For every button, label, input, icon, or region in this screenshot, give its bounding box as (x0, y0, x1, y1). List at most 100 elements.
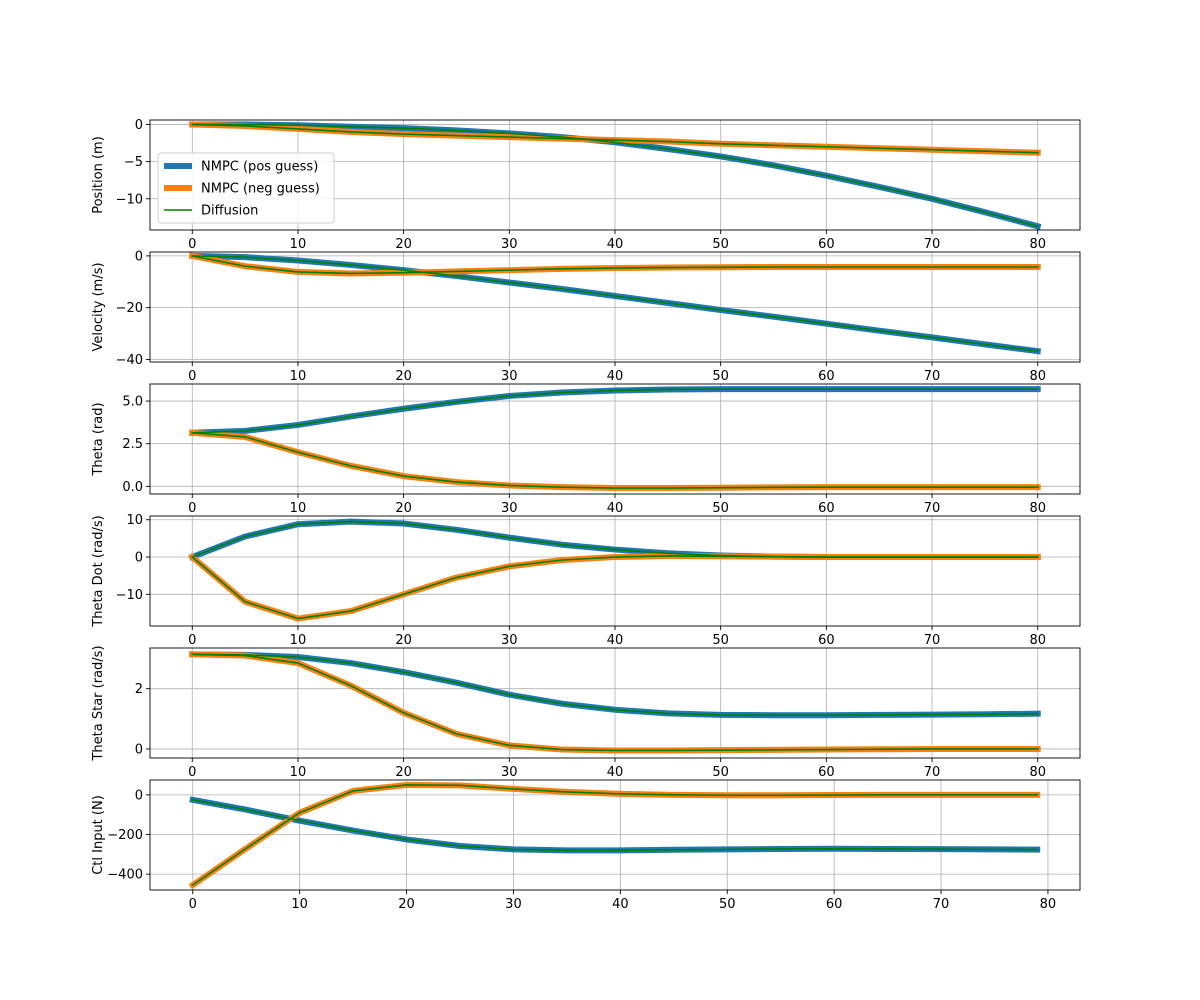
x-tick-label: 50 (712, 633, 729, 648)
x-tick-label: 50 (712, 237, 729, 252)
legend-label: Diffusion (201, 204, 258, 219)
x-tick-label: 80 (1040, 897, 1057, 912)
x-tick-label: 60 (818, 501, 835, 516)
x-tick-label: 30 (501, 501, 518, 516)
x-tick-label: 20 (395, 237, 412, 252)
x-tick-label: 70 (924, 633, 941, 648)
x-tick-label: 40 (607, 369, 624, 384)
y-tick-label: 0.0 (122, 480, 143, 495)
y-tick-label: 5.0 (122, 395, 143, 410)
x-tick-label: 10 (290, 237, 307, 252)
y-axis-label: Theta (rad) (91, 402, 106, 476)
y-tick-label: 0 (135, 118, 143, 133)
x-tick-label: 80 (1029, 633, 1046, 648)
x-tick-label: 0 (188, 633, 196, 648)
series-line-diffusion (191, 123, 1039, 228)
series-line-diffusion (191, 254, 1039, 275)
subplot-4: 0 10 20 30 40 50 60 70 80 10 0 −10 Theta Dot (rad/s) (91, 513, 1081, 648)
y-tick-label: 0 (135, 249, 143, 264)
x-tick-label: 80 (1029, 765, 1046, 780)
x-tick-label: 0 (189, 897, 197, 912)
y-axis-label: Theta Dot (rad/s) (91, 515, 106, 627)
x-tick-label: 70 (924, 369, 941, 384)
x-tick-label: 40 (607, 501, 624, 516)
x-tick-label: 0 (188, 237, 196, 252)
subplot-2: 0 10 20 30 40 50 60 70 80 0 −20 −40 Velocity (m/s) (91, 249, 1081, 384)
series-line-diffusion (191, 653, 1039, 717)
series-line-diffusion (191, 123, 1039, 154)
x-tick-label: 70 (924, 237, 941, 252)
x-tick-label: 50 (712, 369, 729, 384)
x-tick-label: 20 (395, 501, 412, 516)
series-line-nmpc-neg-guess (188, 781, 1041, 890)
series-line-diffusion (191, 798, 1039, 852)
y-tick-label: −40 (116, 353, 143, 368)
x-tick-label: 30 (501, 633, 518, 648)
y-tick-label: 0 (135, 742, 143, 757)
y-axis-label: Theta Star (rad/s) (91, 645, 106, 761)
x-tick-label: 60 (818, 237, 835, 252)
x-tick-label: 20 (395, 633, 412, 648)
legend-box (157, 152, 335, 224)
subplot-3: 0 10 20 30 40 50 60 70 80 0.0 2.5 5.0 Theta (rad) (91, 383, 1081, 516)
x-tick-label: 60 (818, 633, 835, 648)
y-tick-label: −400 (107, 868, 143, 883)
x-tick-label: 10 (290, 501, 307, 516)
x-tick-label: 70 (933, 897, 950, 912)
x-tick-label: 70 (924, 765, 941, 780)
x-tick-label: 60 (818, 765, 835, 780)
y-axis-label: Position (m) (91, 136, 106, 214)
y-axis-label: Velocity (m/s) (91, 262, 106, 351)
series-line-diffusion (191, 431, 1039, 489)
x-tick-label: 30 (505, 897, 522, 912)
x-tick-label: 0 (188, 765, 196, 780)
y-tick-label: 0 (135, 788, 143, 803)
x-tick-label: 70 (924, 501, 941, 516)
x-tick-label: 10 (291, 897, 308, 912)
y-tick-label: 0 (135, 551, 143, 566)
x-tick-label: 40 (607, 765, 624, 780)
x-tick-label: 50 (712, 765, 729, 780)
y-tick-label: −10 (116, 588, 143, 603)
x-tick-label: 20 (395, 369, 412, 384)
legend-label: NMPC (neg guess) (201, 182, 320, 197)
x-tick-label: 60 (818, 369, 835, 384)
x-tick-label: 50 (712, 501, 729, 516)
y-tick-label: 2 (135, 682, 143, 697)
x-tick-label: 20 (398, 897, 415, 912)
legend-label: NMPC (pos guess) (201, 160, 318, 175)
x-tick-label: 60 (826, 897, 843, 912)
x-tick-label: 10 (290, 765, 307, 780)
x-tick-label: 10 (290, 633, 307, 648)
x-tick-label: 50 (719, 897, 736, 912)
x-tick-label: 30 (501, 369, 518, 384)
y-tick-label: −200 (107, 828, 143, 843)
series-line-diffusion (191, 784, 1039, 887)
x-tick-label: 0 (188, 369, 196, 384)
y-tick-label: −20 (116, 301, 143, 316)
y-tick-label: 10 (126, 513, 143, 528)
y-tick-label: −10 (116, 192, 143, 207)
x-tick-label: 30 (501, 765, 518, 780)
y-tick-label: 2.5 (122, 437, 143, 452)
x-tick-label: 30 (501, 237, 518, 252)
x-tick-label: 80 (1029, 369, 1046, 384)
x-tick-label: 80 (1029, 501, 1046, 516)
x-tick-label: 40 (607, 633, 624, 648)
legend: NMPC (pos guess) NMPC (neg guess) Diffusio… (157, 152, 335, 224)
x-tick-label: 40 (607, 237, 624, 252)
series-line-diffusion (191, 255, 1039, 353)
x-tick-label: 0 (188, 501, 196, 516)
x-tick-label: 10 (290, 369, 307, 384)
series-line-diffusion (191, 653, 1039, 752)
x-tick-label: 20 (395, 765, 412, 780)
x-tick-label: 40 (612, 897, 629, 912)
y-axis-label: Ctl Input (N) (91, 795, 106, 875)
axes-frame (149, 779, 1081, 891)
series-line-diffusion (191, 388, 1039, 434)
series-line-diffusion (191, 555, 1039, 620)
x-tick-label: 80 (1029, 237, 1046, 252)
